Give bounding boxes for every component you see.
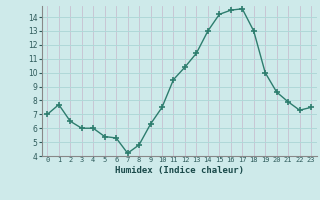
X-axis label: Humidex (Indice chaleur): Humidex (Indice chaleur) — [115, 166, 244, 175]
